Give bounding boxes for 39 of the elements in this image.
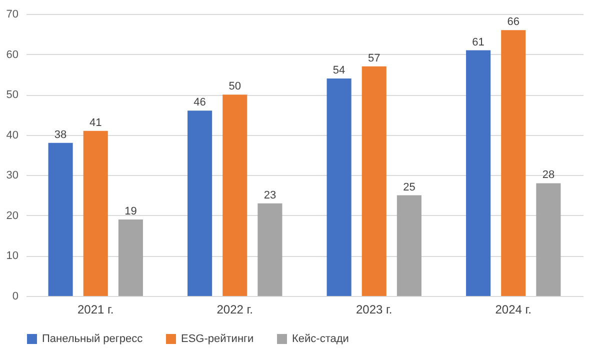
- legend-label: ESG-рейтинги: [181, 333, 254, 345]
- x-tick-label: 2022 г.: [216, 302, 254, 316]
- data-label: 25: [403, 181, 416, 194]
- y-tick-label: 0: [12, 290, 18, 302]
- bar: [396, 195, 422, 296]
- data-label: 46: [194, 96, 206, 109]
- y-tick-label: 70: [6, 8, 18, 20]
- bar: [222, 94, 248, 296]
- data-label: 23: [264, 189, 276, 202]
- legend-label: Панельный регресс: [42, 333, 144, 345]
- bar: [501, 30, 526, 296]
- bar: [48, 142, 73, 296]
- bar: [188, 110, 212, 296]
- y-tick-label: 20: [6, 210, 18, 222]
- data-label: 50: [228, 80, 241, 93]
- y-tick-label: 40: [6, 129, 18, 142]
- data-label: 38: [54, 128, 67, 141]
- x-tick-label: 2024 г.: [495, 302, 532, 316]
- bar: [118, 219, 143, 296]
- x-tick-label: 2021 г.: [77, 302, 114, 316]
- data-label: 41: [90, 116, 102, 129]
- y-tick-label: 50: [6, 89, 18, 102]
- y-tick-label: 10: [6, 250, 18, 262]
- bar: [258, 203, 282, 296]
- x-tick-label: 2023 г.: [356, 302, 392, 316]
- data-label: 19: [124, 205, 137, 218]
- y-tick-label: 60: [6, 48, 18, 61]
- bar: [466, 50, 491, 296]
- bar: [362, 66, 386, 296]
- legend-label: Кейс-стади: [292, 333, 349, 345]
- bar: [326, 78, 352, 296]
- bar: [536, 183, 561, 296]
- data-label: 66: [507, 16, 520, 28]
- data-label: 54: [332, 64, 346, 76]
- y-tick-label: 30: [6, 170, 18, 182]
- data-label: 57: [368, 52, 380, 64]
- data-label: 28: [542, 169, 555, 182]
- data-label: 61: [472, 36, 484, 48]
- bar: [83, 130, 108, 296]
